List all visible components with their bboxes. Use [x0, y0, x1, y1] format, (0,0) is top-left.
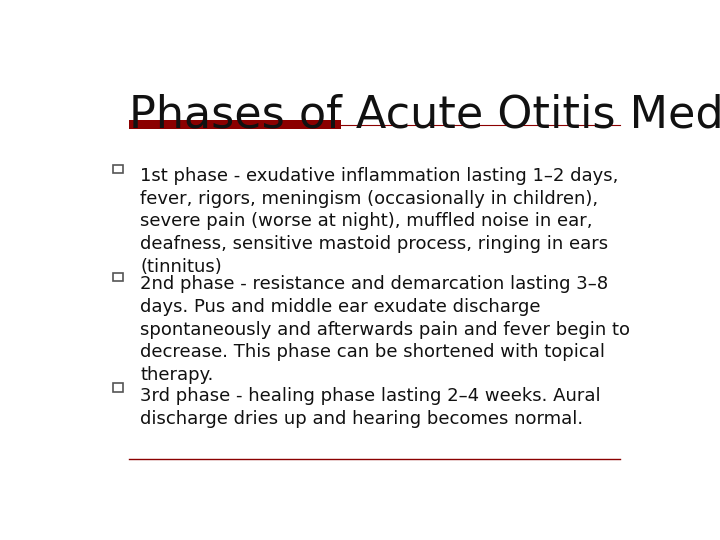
- Bar: [114, 273, 124, 281]
- Bar: [114, 383, 124, 392]
- Text: 1st phase - exudative inflammation lasting 1–2 days,
fever, rigors, meningism (o: 1st phase - exudative inflammation lasti…: [140, 167, 618, 276]
- Text: Phases of Acute Otitis Media: Phases of Acute Otitis Media: [129, 94, 720, 137]
- Bar: [114, 165, 124, 173]
- Text: 3rd phase - healing phase lasting 2–4 weeks. Aural
discharge dries up and hearin: 3rd phase - healing phase lasting 2–4 we…: [140, 387, 601, 428]
- Bar: [129, 120, 341, 129]
- Text: 2nd phase - resistance and demarcation lasting 3–8
days. Pus and middle ear exud: 2nd phase - resistance and demarcation l…: [140, 275, 630, 384]
